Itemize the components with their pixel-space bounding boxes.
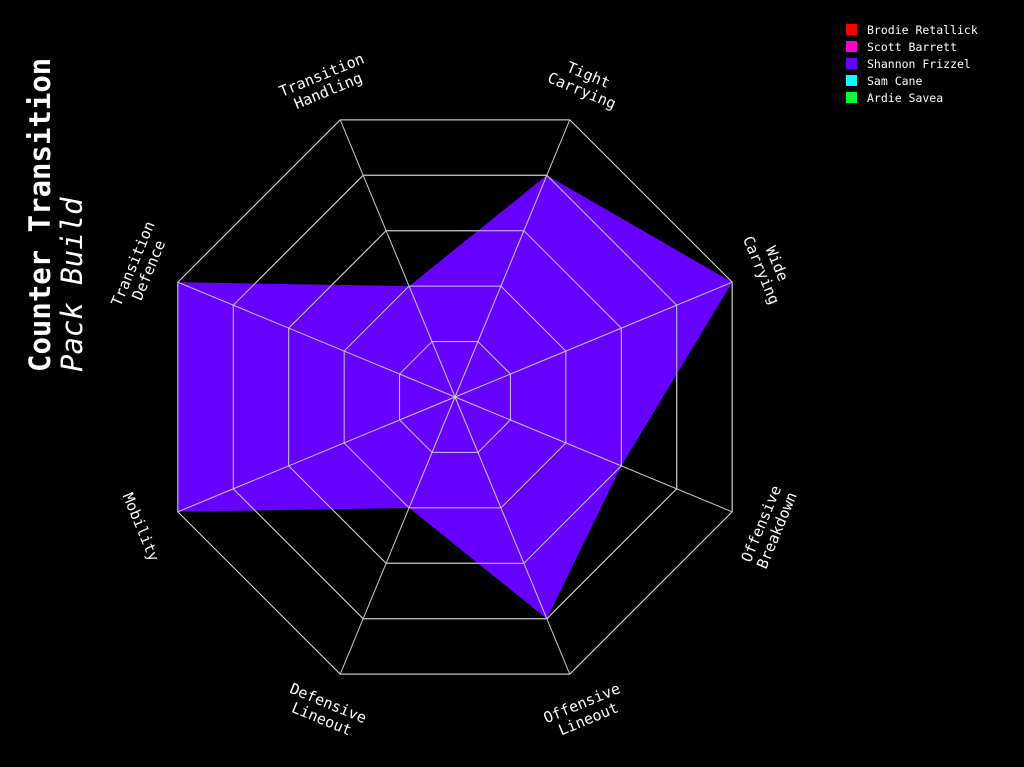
axis-spoke <box>339 396 456 675</box>
axis-spoke <box>454 119 571 398</box>
legend-item: Brodie Retallick <box>846 21 978 38</box>
legend-item: Sam Cane <box>846 72 978 89</box>
legend-label: Ardie Savea <box>867 90 944 105</box>
grid-ring-overlay <box>343 285 567 509</box>
legend-swatch <box>846 92 857 103</box>
axis-spoke <box>454 281 733 398</box>
axis-spoke <box>454 396 571 675</box>
legend-item: Ardie Savea <box>846 89 978 106</box>
axis-spoke <box>454 396 733 513</box>
legend-swatch <box>846 24 857 35</box>
grid-ring-overlay <box>288 230 622 564</box>
legend-swatch <box>846 41 857 52</box>
axis-spoke <box>339 119 456 398</box>
axis-spoke <box>177 396 456 513</box>
legend-label: Scott Barrett <box>867 39 958 54</box>
chart-title-group: Counter Transition <box>23 58 57 372</box>
legend-swatch <box>846 58 857 69</box>
legend-swatch <box>846 75 857 86</box>
axis-label-group: Mobility <box>119 490 163 564</box>
legend-label: Brodie Retallick <box>867 22 978 37</box>
legend-label: Shannon Frizzel <box>867 56 971 71</box>
grid-ring-overlay <box>399 341 511 453</box>
grid-ring-overlay <box>177 119 733 675</box>
chart-title: Counter Transition <box>23 58 57 372</box>
axis-spoke <box>177 281 456 398</box>
chart-subtitle-group: Pack Build <box>55 197 89 372</box>
chart-subtitle: Pack Build <box>55 197 89 372</box>
legend-item: Shannon Frizzel <box>846 55 978 72</box>
chart-legend: Brodie Retallick Scott Barrett Shannon F… <box>846 21 978 106</box>
legend-item: Scott Barrett <box>846 38 978 55</box>
legend-label: Sam Cane <box>867 73 923 88</box>
grid-ring-overlay <box>232 174 678 620</box>
axis-label: Mobility <box>119 490 163 564</box>
radar-spokes <box>177 119 733 675</box>
